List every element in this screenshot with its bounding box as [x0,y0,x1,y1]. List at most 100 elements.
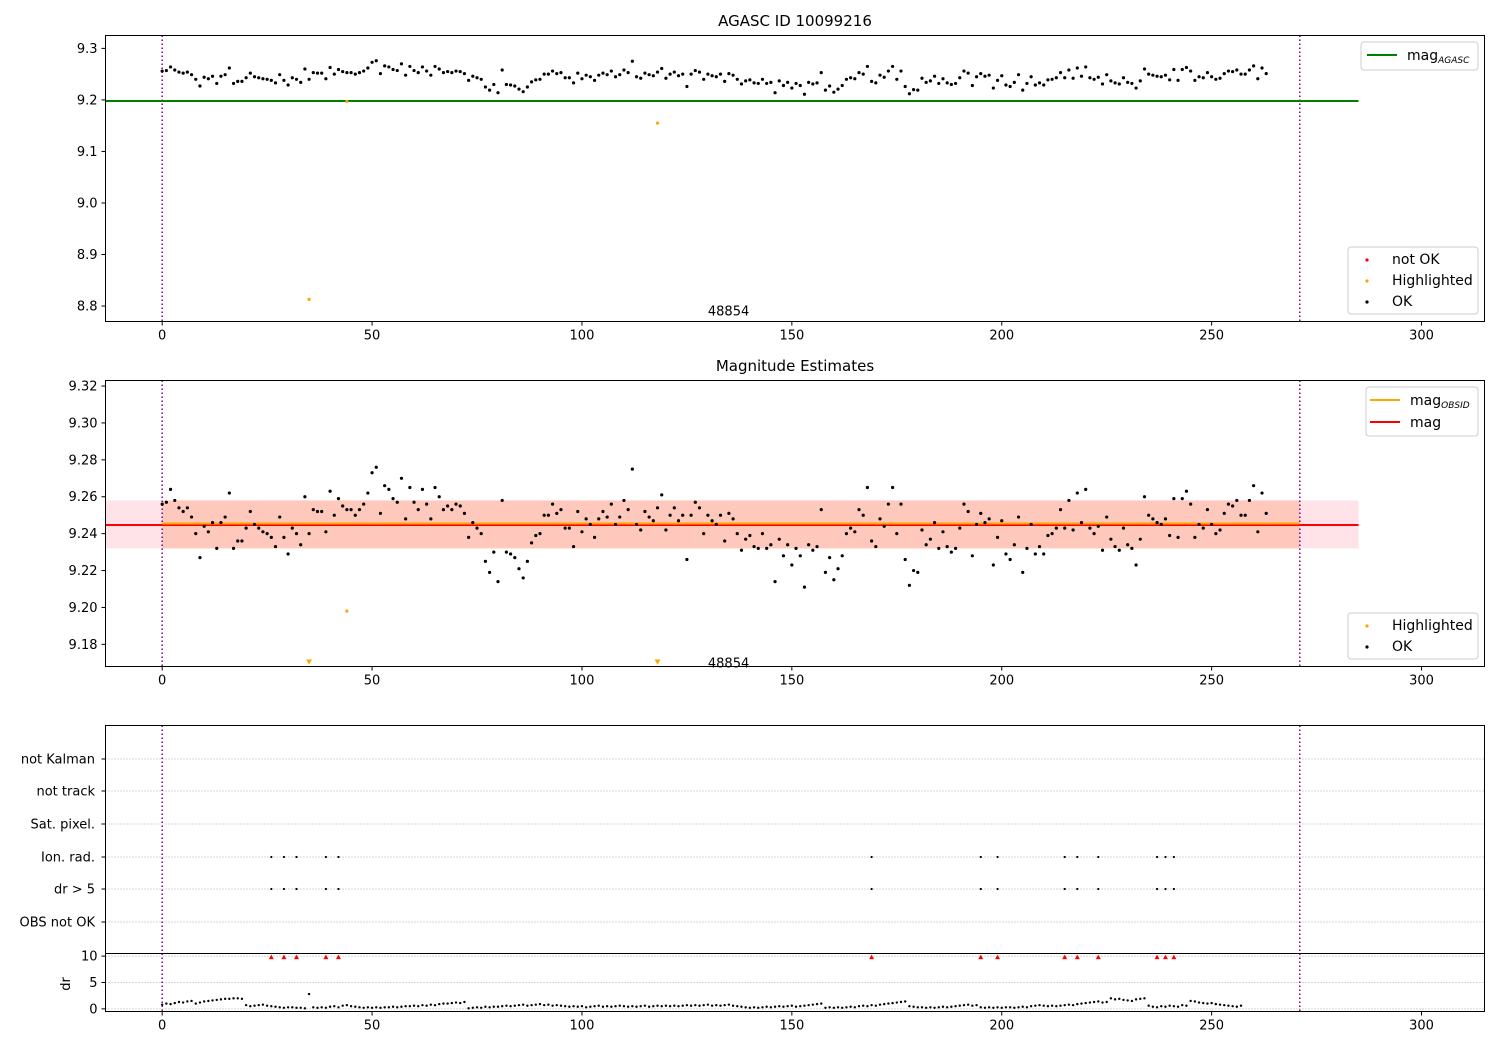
ok-point [492,82,496,87]
ok-point [924,543,928,547]
estimates-plot-area [105,380,1359,667]
ok-point [790,563,794,567]
agasc-plot-area [105,35,1359,322]
ok-point [853,530,857,534]
dr-point [597,1004,600,1007]
dr-point [236,997,239,1000]
x-tick-label: 250 [1199,1019,1224,1034]
ok-point [315,71,320,75]
dr-point [924,1006,928,1010]
ok-point [870,79,874,83]
ok-point [1096,75,1100,79]
ok-point [391,496,395,501]
x-tick-label: 250 [1199,329,1224,344]
ok-point [458,504,462,508]
ok-point [1071,76,1075,80]
dr-point [181,1001,185,1004]
dr-point [207,999,210,1003]
ok-point [1058,508,1063,512]
ok-point [886,69,891,73]
ok-point [1121,526,1126,530]
ok-point [1205,508,1210,512]
dr-point [1025,1006,1029,1009]
ok-point [425,502,429,506]
dr-point [903,1000,907,1003]
ok-point [227,66,231,70]
ok-point [1033,83,1037,87]
ok-point [324,77,328,81]
dr-clipped-marker [335,954,341,960]
x-tick-label: 150 [779,329,804,344]
ok-point [513,84,517,88]
dr-point [584,1006,588,1009]
ok-point [916,570,920,574]
ok-point [1172,67,1176,72]
ok-point [1121,76,1126,80]
ok-point [357,71,362,75]
ok-point [261,530,265,534]
dr-panel: 0 5 10 0 50 100 150 200 250 300 dr [59,950,1485,1034]
ok-point [550,502,555,506]
dr-point [761,1006,764,1009]
dr-point [396,1006,399,1009]
ok-point [479,532,483,536]
ok-point [1071,528,1075,532]
ok-point [773,91,777,95]
dr-point [610,1005,613,1008]
ok-point [391,67,395,72]
ok-point [601,71,605,75]
dr-point [874,1004,878,1007]
ok-point [1113,544,1117,549]
dr-point [1113,998,1117,1001]
ok-point [345,71,349,75]
ok-point [517,567,521,571]
ok-point [1247,68,1252,72]
ok-point [1214,532,1218,536]
dr-point [1210,1001,1213,1005]
ok-point [206,530,210,534]
x-tick-label: 200 [989,329,1014,344]
ok-point [303,67,307,71]
ok-point [870,539,874,543]
ok-point [630,59,634,63]
agasc-panel-title: AGASC ID 10099216 [718,12,872,30]
dr-point [618,1004,621,1007]
ok-point [555,511,559,515]
x-tick-label: 300 [1409,674,1434,689]
ok-point [160,502,164,506]
dr-point [778,1005,781,1008]
ok-point [1176,78,1180,82]
dr-point [568,1005,571,1008]
ok-point [836,87,840,91]
ok-point [1046,533,1050,538]
ok-point [353,72,357,76]
dr-point [643,1004,647,1007]
ok-point [1142,67,1147,71]
ok-point [1054,526,1058,530]
ok-point [584,517,588,521]
ok-point [609,69,613,73]
dr-point [551,1004,554,1007]
ok-point [462,72,467,76]
dr-point [794,1005,798,1008]
ok-point [567,76,571,80]
ok-point [1210,75,1214,79]
dr-point [1231,1005,1234,1008]
ok-point [177,70,181,74]
ok-point [643,509,647,514]
ok-point [198,84,202,88]
ok-point [983,520,987,525]
dr-clipped-marker [869,954,875,960]
flag-point [1172,887,1175,891]
ok-point [748,78,752,82]
ok-point [1260,66,1264,70]
ok-point [1197,522,1201,527]
ok-point [462,511,467,515]
legend-highlighted-marker [1365,279,1369,283]
ok-point [261,77,265,81]
flag-point [1164,887,1167,891]
ok-point [786,80,790,84]
ok-point [1021,570,1025,574]
ok-point [580,77,584,81]
dr-point [757,1006,760,1010]
